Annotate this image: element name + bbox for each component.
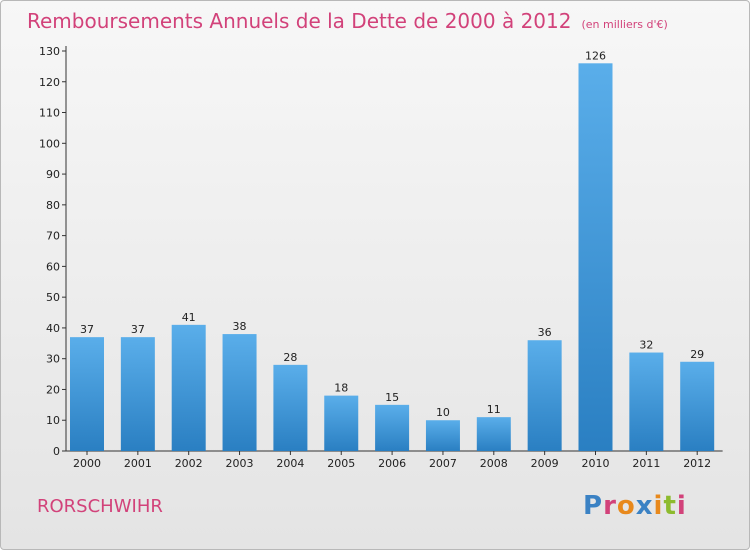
value-label-2003: 38 [233, 320, 247, 333]
y-tick-label: 120 [39, 76, 60, 89]
bar-2001 [120, 337, 155, 451]
y-tick-label: 60 [46, 260, 60, 273]
x-tick-label-2001: 2001 [124, 457, 152, 470]
y-tick-label: 50 [46, 291, 60, 304]
title-text: Remboursements Annuels de la Dette de 20… [27, 9, 572, 33]
y-tick-label: 20 [46, 383, 60, 396]
y-tick-label: 100 [39, 137, 60, 150]
x-tick-label-2000: 2000 [73, 457, 101, 470]
y-tick-label: 90 [46, 168, 60, 181]
value-label-2005: 18 [334, 382, 348, 395]
x-tick-label-2004: 2004 [276, 457, 304, 470]
y-tick-label: 40 [46, 322, 60, 335]
bar-2011 [629, 352, 664, 451]
x-axis: 2000 2001 2002 2003 2004 2005 2006 2007 2008 2009… [66, 450, 723, 470]
x-tick-label-2010: 2010 [582, 457, 610, 470]
x-tick-label-2003: 2003 [226, 457, 254, 470]
y-tick-label: 70 [46, 230, 60, 243]
bar-2006 [375, 404, 410, 451]
y-axis: 0 10 20 30 40 50 60 70 80 90 100 110 120 130 [39, 45, 67, 458]
unit-label: (en milliers d'€) [581, 18, 668, 31]
x-tick-label-2008: 2008 [480, 457, 508, 470]
y-tick-label: 80 [46, 199, 60, 212]
bar-2004 [273, 364, 308, 451]
value-label-2010: 126 [585, 49, 606, 62]
bar-2009 [527, 340, 562, 451]
value-label-2000: 37 [80, 323, 94, 336]
x-tick-label-2002: 2002 [175, 457, 203, 470]
bar-2012 [680, 361, 715, 451]
bar-2008 [476, 417, 511, 451]
y-tick-label: 10 [46, 414, 60, 427]
value-label-2009: 36 [538, 326, 552, 339]
bar-2010 [578, 63, 613, 452]
bars: 37 37 41 38 28 18 15 10 11 36 126 32 29 [70, 49, 715, 452]
logo-letter: x [635, 491, 654, 521]
logo-letter: P [583, 491, 604, 521]
y-tick-label: 130 [39, 45, 60, 58]
bar-2007 [425, 420, 460, 451]
y-tick-label: 110 [39, 107, 60, 120]
value-label-2008: 11 [487, 403, 501, 416]
value-label-2012: 29 [690, 348, 704, 361]
x-tick-label-2009: 2009 [531, 457, 559, 470]
logo-letter: i [653, 491, 664, 521]
bar-2005 [324, 395, 359, 451]
logo-letter: i [676, 491, 687, 521]
value-label-2001: 37 [131, 323, 145, 336]
value-label-2011: 32 [639, 339, 653, 352]
value-label-2004: 28 [283, 351, 297, 364]
x-tick-label-2012: 2012 [683, 457, 711, 470]
x-tick-label-2011: 2011 [632, 457, 660, 470]
commune-name: RORSCHWIHR [37, 496, 163, 517]
y-tick-label: 0 [53, 445, 60, 458]
bar-2003 [222, 334, 257, 451]
x-tick-label-2007: 2007 [429, 457, 457, 470]
value-label-2002: 41 [182, 311, 196, 324]
logo-letter: o [616, 491, 636, 521]
x-tick-label-2005: 2005 [327, 457, 355, 470]
x-tick-label-2006: 2006 [378, 457, 406, 470]
bar-2002 [171, 324, 206, 451]
chart-title: Remboursements Annuels de la Dette de 20… [27, 9, 668, 33]
bar-2000 [70, 337, 104, 451]
logo-letter: t [663, 491, 677, 521]
value-label-2006: 15 [385, 391, 399, 404]
proxiti-logo: Proxiti [583, 491, 687, 521]
value-label-2007: 10 [436, 406, 450, 419]
logo-letter: r [603, 491, 617, 521]
y-tick-label: 30 [46, 353, 60, 366]
